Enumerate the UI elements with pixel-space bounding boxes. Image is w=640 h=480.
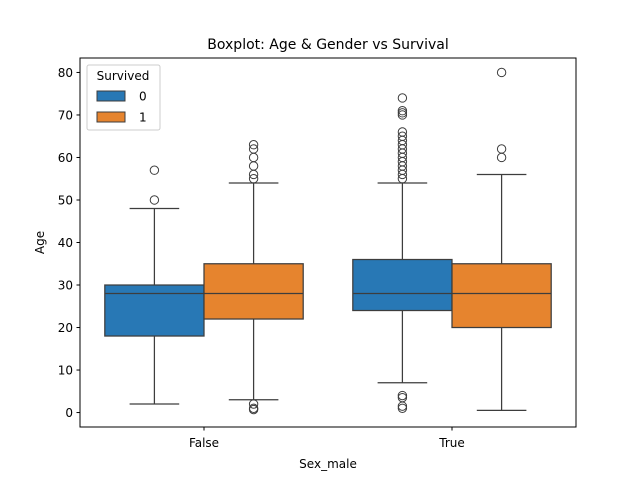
outlier-point — [248, 403, 259, 413]
box-group-false-survived-1 — [203, 140, 304, 415]
x-tick-label: False — [189, 436, 219, 450]
y-tick-label: 50 — [58, 193, 73, 207]
legend-swatch-1 — [96, 111, 126, 123]
outlier-point — [397, 110, 408, 120]
outlier-point — [496, 67, 507, 78]
legend-swatch-0 — [96, 90, 126, 102]
outlier-point — [496, 152, 507, 163]
chart-title: Boxplot: Age & Gender vs Survival — [207, 37, 448, 53]
y-tick-label: 70 — [58, 108, 73, 122]
y-tick-label: 20 — [58, 321, 73, 335]
outlier-point — [397, 131, 408, 141]
box-iqr — [203, 263, 304, 320]
outlier-point — [149, 165, 160, 175]
y-tick-label: 80 — [58, 66, 73, 80]
box-group-false-survived-0 — [104, 165, 205, 405]
outlier-point — [397, 108, 408, 118]
box-group-true-survived-1 — [451, 67, 552, 412]
y-tick-label: 40 — [58, 236, 73, 250]
outlier-point — [248, 152, 259, 163]
outlier-point — [397, 390, 408, 401]
outlier-point — [397, 403, 408, 413]
box-iqr — [104, 284, 205, 337]
outlier-point — [248, 174, 259, 184]
y-tick-label: 30 — [58, 278, 73, 292]
y-axis-label: Age — [33, 231, 47, 254]
outlier-point — [397, 392, 408, 403]
box-iqr — [451, 263, 552, 329]
x-tick-label: True — [438, 436, 465, 450]
legend: Survived 0 1 — [86, 64, 161, 131]
outlier-point — [248, 399, 259, 409]
y-tick-label: 0 — [65, 406, 73, 420]
box-group-true-survived-0 — [352, 93, 453, 413]
outlier-point — [397, 106, 408, 116]
outlier-point — [248, 161, 259, 171]
outlier-point — [248, 140, 259, 150]
outlier-point — [496, 144, 507, 154]
outlier-point — [397, 127, 408, 137]
y-tick-label: 60 — [58, 151, 73, 165]
legend-label-1: 1 — [139, 111, 147, 125]
outlier-point — [397, 93, 408, 103]
y-tick-label: 10 — [58, 363, 73, 377]
outlier-point — [149, 195, 160, 205]
outlier-point — [248, 144, 259, 154]
x-axis-label: Sex_male — [299, 457, 357, 471]
legend-label-0: 0 — [139, 90, 147, 104]
box-iqr — [352, 258, 453, 312]
legend-title: Survived — [97, 69, 150, 83]
outlier-point — [397, 401, 408, 411]
